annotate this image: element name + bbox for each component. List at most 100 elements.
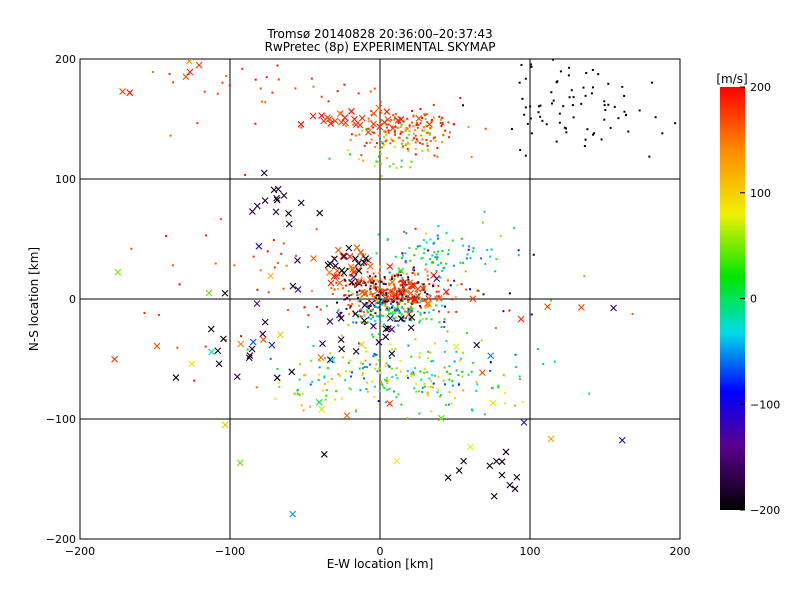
data-point-x	[318, 405, 326, 413]
data-point	[362, 279, 365, 282]
data-point	[381, 294, 384, 297]
data-point	[362, 159, 365, 162]
data-point	[427, 350, 430, 353]
data-point	[378, 134, 381, 137]
data-point	[389, 142, 392, 145]
data-point	[385, 378, 388, 381]
data-point	[603, 118, 606, 121]
data-point	[395, 374, 398, 377]
data-point-x	[253, 300, 261, 307]
data-point	[390, 118, 393, 121]
data-point	[355, 265, 358, 268]
data-point	[424, 268, 427, 271]
data-point	[381, 325, 384, 328]
data-point	[407, 344, 410, 347]
data-point-x	[389, 124, 397, 132]
data-point	[443, 318, 446, 321]
data-point	[377, 315, 380, 318]
data-point	[392, 139, 395, 142]
data-point	[591, 68, 594, 71]
data-point	[376, 301, 379, 304]
data-point	[432, 116, 435, 119]
data-point-x	[236, 459, 244, 467]
data-point-x	[351, 255, 359, 263]
data-point	[388, 271, 391, 274]
data-point	[457, 383, 460, 386]
data-point	[246, 348, 249, 351]
data-point	[352, 123, 355, 126]
data-point	[524, 106, 527, 109]
data-point	[558, 121, 561, 124]
data-point	[375, 294, 378, 297]
data-point	[375, 298, 378, 301]
data-point	[294, 87, 297, 90]
data-point	[402, 307, 405, 310]
data-point	[385, 292, 388, 295]
data-point	[481, 221, 484, 224]
data-point	[568, 66, 571, 69]
data-point	[470, 370, 473, 373]
data-point	[421, 149, 424, 152]
data-point	[462, 244, 465, 247]
data-point	[296, 388, 299, 391]
data-point	[459, 357, 462, 360]
data-point	[378, 280, 381, 283]
data-point	[395, 307, 398, 310]
colorbar-tick-label: −100	[750, 398, 780, 411]
data-point	[445, 292, 448, 295]
data-point	[354, 410, 357, 413]
data-point	[385, 307, 388, 310]
data-point	[349, 138, 352, 141]
data-point-x	[345, 244, 353, 252]
data-point-x	[327, 120, 335, 127]
data-point	[379, 100, 382, 103]
y-axis-label: N-S location [km]	[27, 247, 41, 351]
data-point	[530, 132, 533, 135]
data-point	[419, 108, 422, 111]
data-point	[415, 123, 418, 126]
data-point	[320, 95, 323, 98]
data-point	[419, 370, 422, 373]
data-point-x	[425, 295, 432, 302]
data-point	[419, 301, 422, 304]
data-point	[380, 162, 383, 165]
data-point	[327, 100, 330, 103]
data-point-x	[316, 209, 324, 217]
data-point	[350, 371, 353, 374]
data-point	[323, 357, 326, 360]
data-point	[310, 289, 313, 292]
data-point	[508, 292, 511, 295]
data-point	[303, 374, 306, 377]
data-point	[416, 245, 419, 248]
data-point-x	[215, 360, 223, 368]
data-point	[372, 286, 375, 289]
data-point	[421, 390, 424, 393]
data-point-x	[444, 474, 452, 482]
data-point	[390, 275, 393, 278]
data-point	[298, 393, 301, 396]
data-point	[363, 311, 366, 314]
data-point	[348, 307, 351, 310]
data-point	[462, 351, 465, 354]
data-point	[461, 375, 464, 378]
data-point	[607, 82, 610, 85]
data-point	[447, 253, 450, 256]
data-point	[405, 317, 408, 320]
data-point	[448, 365, 451, 368]
data-point	[597, 73, 600, 76]
data-point	[331, 292, 334, 295]
data-point	[428, 377, 431, 380]
data-point	[411, 268, 414, 271]
data-point-x	[375, 338, 383, 346]
data-point	[277, 78, 280, 81]
data-point	[359, 315, 362, 318]
data-point	[383, 387, 386, 390]
data-point	[415, 247, 418, 250]
data-point	[427, 249, 430, 252]
data-point	[384, 365, 387, 368]
data-point-x	[340, 252, 348, 260]
data-point	[384, 378, 387, 381]
data-point	[588, 392, 591, 395]
data-point	[328, 157, 331, 160]
data-point	[583, 145, 586, 148]
